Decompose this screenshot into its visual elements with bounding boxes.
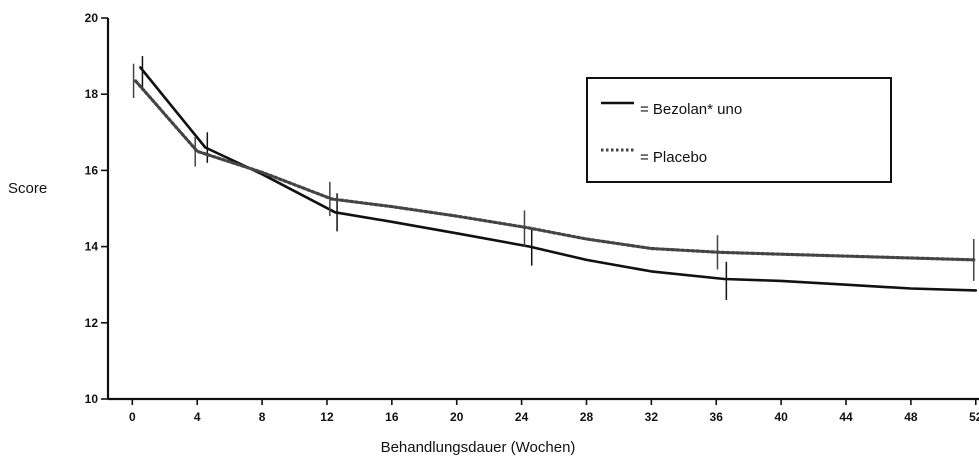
y-tick-label: 12	[85, 316, 99, 330]
legend-label-bezolan: = Bezolan* uno	[640, 101, 742, 118]
x-tick-label: 24	[515, 410, 529, 424]
series-line-bezolan	[139, 66, 978, 292]
y-tick-label: 20	[85, 11, 99, 25]
y-axis-ticks: 10 12 14 16 18 20	[85, 11, 108, 406]
x-tick-label: 0	[129, 410, 136, 424]
x-tick-label: 12	[320, 410, 334, 424]
y-tick-label: 16	[85, 163, 99, 177]
y-tick-label: 14	[85, 240, 99, 254]
x-tick-label: 52	[969, 410, 979, 424]
x-tick-label: 16	[385, 410, 399, 424]
axes	[106, 18, 979, 401]
x-tick-label: 28	[580, 410, 594, 424]
legend: = Bezolan* uno = Placebo	[586, 77, 892, 183]
x-tick-label: 48	[904, 410, 918, 424]
series-group	[132, 56, 978, 300]
x-tick-label: 4	[194, 410, 201, 424]
x-tick-label: 44	[839, 410, 853, 424]
series-line-placebo	[134, 79, 978, 262]
x-tick-label: 8	[259, 410, 266, 424]
y-axis-title: Score	[8, 180, 47, 197]
x-tick-label: 32	[645, 410, 659, 424]
x-tick-label: 20	[450, 410, 464, 424]
y-tick-label: 18	[85, 87, 99, 101]
legend-label-placebo: = Placebo	[640, 149, 707, 166]
x-axis-ticks: 0481216202428323640444852	[129, 399, 979, 424]
legend-box	[586, 77, 892, 183]
x-tick-label: 36	[710, 410, 724, 424]
x-tick-label: 40	[774, 410, 788, 424]
y-tick-label: 10	[85, 392, 99, 406]
x-axis-title: Behandlungsdauer (Wochen)	[381, 439, 576, 456]
